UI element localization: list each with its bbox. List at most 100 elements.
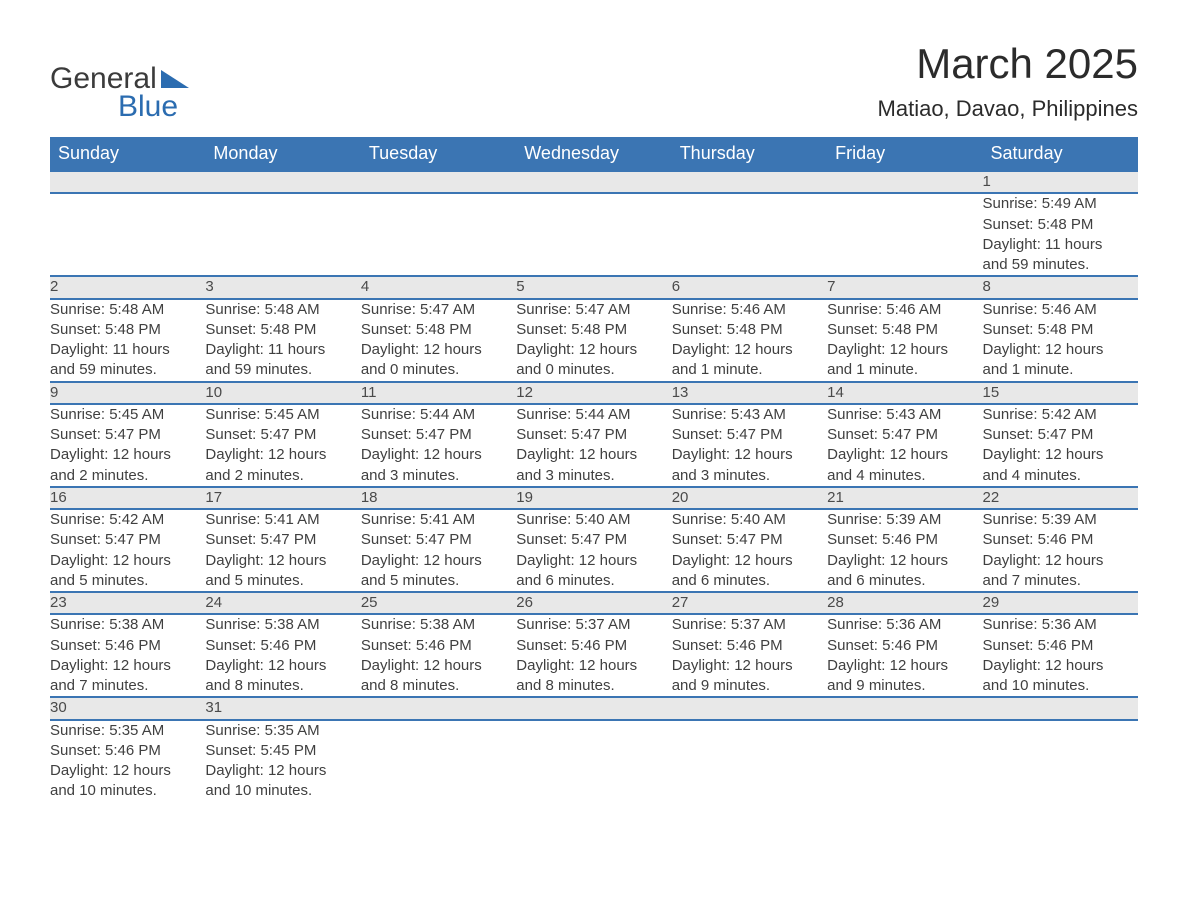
- day-number: 4: [361, 276, 516, 298]
- daylight2-text: and 1 minute.: [672, 360, 827, 380]
- sunrise-text: Sunrise: 5:45 AM: [205, 405, 360, 425]
- sunset-text: Sunset: 5:48 PM: [361, 320, 516, 340]
- day-number-row: 23242526272829: [50, 592, 1138, 614]
- day-cell: Sunrise: 5:47 AMSunset: 5:48 PMDaylight:…: [516, 299, 671, 382]
- calendar-header-row: Sunday Monday Tuesday Wednesday Thursday…: [50, 137, 1138, 171]
- sunset-text: Sunset: 5:46 PM: [205, 636, 360, 656]
- daylight2-text: and 1 minute.: [827, 360, 982, 380]
- sunset-text: Sunset: 5:46 PM: [827, 530, 982, 550]
- daylight1-text: Daylight: 12 hours: [205, 656, 360, 676]
- sunset-text: Sunset: 5:48 PM: [516, 320, 671, 340]
- day-number: 10: [205, 382, 360, 404]
- day-number: 9: [50, 382, 205, 404]
- title-block: March 2025 Matiao, Davao, Philippines: [878, 40, 1138, 122]
- daylight1-text: Daylight: 12 hours: [827, 656, 982, 676]
- sunrise-text: Sunrise: 5:47 AM: [516, 300, 671, 320]
- sunset-text: Sunset: 5:48 PM: [983, 320, 1138, 340]
- sunset-text: Sunset: 5:47 PM: [361, 425, 516, 445]
- day-cell: Sunrise: 5:37 AMSunset: 5:46 PMDaylight:…: [672, 614, 827, 697]
- day-number: 3: [205, 276, 360, 298]
- day-header-wed: Wednesday: [516, 137, 671, 171]
- day-cell: Sunrise: 5:48 AMSunset: 5:48 PMDaylight:…: [205, 299, 360, 382]
- day-cell: Sunrise: 5:36 AMSunset: 5:46 PMDaylight:…: [827, 614, 982, 697]
- day-number: [672, 697, 827, 719]
- day-cell: Sunrise: 5:44 AMSunset: 5:47 PMDaylight:…: [516, 404, 671, 487]
- sunrise-text: Sunrise: 5:46 AM: [672, 300, 827, 320]
- daylight1-text: Daylight: 12 hours: [827, 445, 982, 465]
- day-cell: Sunrise: 5:45 AMSunset: 5:47 PMDaylight:…: [50, 404, 205, 487]
- sunrise-text: Sunrise: 5:38 AM: [205, 615, 360, 635]
- day-number: 1: [983, 171, 1138, 193]
- sunrise-text: Sunrise: 5:37 AM: [516, 615, 671, 635]
- daylight1-text: Daylight: 12 hours: [516, 551, 671, 571]
- day-number: 15: [983, 382, 1138, 404]
- day-cell: Sunrise: 5:39 AMSunset: 5:46 PMDaylight:…: [983, 509, 1138, 592]
- day-header-sat: Saturday: [983, 137, 1138, 171]
- daylight2-text: and 0 minutes.: [361, 360, 516, 380]
- daylight1-text: Daylight: 12 hours: [50, 761, 205, 781]
- day-number: 7: [827, 276, 982, 298]
- day-number: [516, 697, 671, 719]
- day-cell: [672, 193, 827, 276]
- calendar-body: 1Sunrise: 5:49 AMSunset: 5:48 PMDaylight…: [50, 171, 1138, 802]
- day-cell: [827, 193, 982, 276]
- daylight2-text: and 10 minutes.: [205, 781, 360, 801]
- daylight2-text: and 1 minute.: [983, 360, 1138, 380]
- day-number: 29: [983, 592, 1138, 614]
- day-cell: Sunrise: 5:38 AMSunset: 5:46 PMDaylight:…: [205, 614, 360, 697]
- daylight2-text: and 10 minutes.: [50, 781, 205, 801]
- day-content-row: Sunrise: 5:35 AMSunset: 5:46 PMDaylight:…: [50, 720, 1138, 802]
- daylight1-text: Daylight: 12 hours: [983, 551, 1138, 571]
- sunset-text: Sunset: 5:48 PM: [50, 320, 205, 340]
- sunset-text: Sunset: 5:48 PM: [672, 320, 827, 340]
- day-number: 8: [983, 276, 1138, 298]
- calendar-table: Sunday Monday Tuesday Wednesday Thursday…: [50, 137, 1138, 802]
- sunrise-text: Sunrise: 5:43 AM: [672, 405, 827, 425]
- daylight2-text: and 6 minutes.: [827, 571, 982, 591]
- day-cell: [361, 720, 516, 802]
- daylight2-text: and 5 minutes.: [361, 571, 516, 591]
- day-number-row: 2345678: [50, 276, 1138, 298]
- sunset-text: Sunset: 5:47 PM: [516, 530, 671, 550]
- day-cell: Sunrise: 5:38 AMSunset: 5:46 PMDaylight:…: [50, 614, 205, 697]
- daylight1-text: Daylight: 12 hours: [672, 656, 827, 676]
- day-number: 23: [50, 592, 205, 614]
- sunset-text: Sunset: 5:46 PM: [983, 636, 1138, 656]
- page-header: General Blue March 2025 Matiao, Davao, P…: [50, 40, 1138, 122]
- sunrise-text: Sunrise: 5:35 AM: [50, 721, 205, 741]
- day-cell: [516, 193, 671, 276]
- daylight2-text: and 7 minutes.: [50, 676, 205, 696]
- sunrise-text: Sunrise: 5:47 AM: [361, 300, 516, 320]
- day-number-row: 3031: [50, 697, 1138, 719]
- daylight2-text: and 4 minutes.: [983, 466, 1138, 486]
- daylight2-text: and 8 minutes.: [516, 676, 671, 696]
- daylight1-text: Daylight: 12 hours: [50, 445, 205, 465]
- day-number: [516, 171, 671, 193]
- day-cell: Sunrise: 5:38 AMSunset: 5:46 PMDaylight:…: [361, 614, 516, 697]
- sunrise-text: Sunrise: 5:44 AM: [516, 405, 671, 425]
- daylight1-text: Daylight: 12 hours: [983, 445, 1138, 465]
- sunrise-text: Sunrise: 5:45 AM: [50, 405, 205, 425]
- day-cell: [672, 720, 827, 802]
- daylight2-text: and 3 minutes.: [516, 466, 671, 486]
- day-number: 12: [516, 382, 671, 404]
- day-number: 20: [672, 487, 827, 509]
- day-number: 21: [827, 487, 982, 509]
- sunrise-text: Sunrise: 5:46 AM: [827, 300, 982, 320]
- sunset-text: Sunset: 5:47 PM: [361, 530, 516, 550]
- day-cell: Sunrise: 5:40 AMSunset: 5:47 PMDaylight:…: [516, 509, 671, 592]
- day-number: [205, 171, 360, 193]
- day-number-row: 9101112131415: [50, 382, 1138, 404]
- daylight1-text: Daylight: 12 hours: [516, 340, 671, 360]
- day-cell: Sunrise: 5:45 AMSunset: 5:47 PMDaylight:…: [205, 404, 360, 487]
- daylight1-text: Daylight: 12 hours: [361, 340, 516, 360]
- sunset-text: Sunset: 5:46 PM: [516, 636, 671, 656]
- daylight1-text: Daylight: 12 hours: [50, 656, 205, 676]
- daylight2-text: and 0 minutes.: [516, 360, 671, 380]
- daylight2-text: and 6 minutes.: [516, 571, 671, 591]
- daylight1-text: Daylight: 12 hours: [827, 551, 982, 571]
- day-number: [50, 171, 205, 193]
- location-subtitle: Matiao, Davao, Philippines: [878, 96, 1138, 122]
- day-cell: Sunrise: 5:49 AMSunset: 5:48 PMDaylight:…: [983, 193, 1138, 276]
- day-number: 31: [205, 697, 360, 719]
